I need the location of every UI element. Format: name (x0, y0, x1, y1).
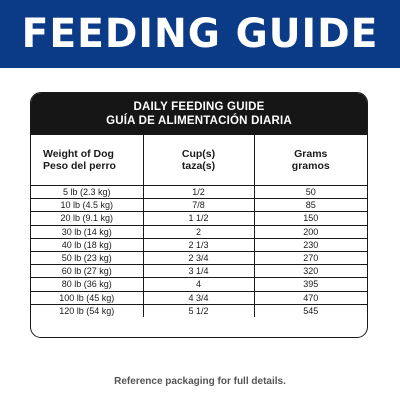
column-header-label: Peso del perro (43, 160, 116, 172)
cups-cell: 4 3/4 (143, 291, 255, 305)
column-header-cups: Cup(s) taza(s) (143, 135, 255, 186)
table-row: 5 lb (2.3 kg) 1/2 50 (31, 185, 367, 200)
column-header-grams: Grams gramos (254, 135, 367, 186)
cups-cell: 4 (143, 277, 255, 292)
feeding-guide-card: DAILY FEEDING GUIDE GUÍA DE ALIMENTACIÓN… (30, 92, 368, 338)
column-header-label: Cup(s) (181, 148, 216, 160)
table-row: 120 lb (54 kg) 5 1/2 545 (31, 304, 367, 317)
cups-cell: 2 1/3 (143, 238, 255, 252)
weight-cell: 40 lb (18 kg) (31, 238, 144, 252)
grams-cell: 50 (254, 185, 367, 200)
card-title-english: DAILY FEEDING GUIDE (133, 101, 265, 113)
table-header-row: Weight of Dog Peso del perro Cup(s) taza… (31, 135, 367, 186)
feeding-table: Weight of Dog Peso del perro Cup(s) taza… (31, 135, 367, 317)
footnote: Reference packaging for full details. (114, 376, 286, 387)
grams-cell: 470 (254, 291, 367, 305)
grams-cell: 270 (254, 251, 367, 266)
grams-cell: 200 (254, 225, 367, 239)
cups-cell: 7/8 (143, 198, 255, 213)
weight-cell: 20 lb (9.1 kg) (31, 211, 144, 226)
weight-cell: 30 lb (14 kg) (31, 225, 144, 239)
weight-cell: 120 lb (54 kg) (31, 304, 144, 317)
column-header-weight: Weight of Dog Peso del perro (31, 135, 144, 186)
weight-cell: 10 lb (4.5 kg) (31, 198, 144, 213)
table-row: 60 lb (27 kg) 3 1/4 320 (31, 264, 367, 279)
cups-cell: 5 1/2 (143, 304, 255, 317)
card-header: DAILY FEEDING GUIDE GUÍA DE ALIMENTACIÓN… (31, 93, 367, 135)
weight-cell: 5 lb (2.3 kg) (31, 185, 144, 200)
table-row: 50 lb (23 kg) 2 3/4 270 (31, 251, 367, 266)
cups-cell: 1/2 (143, 185, 255, 200)
cups-cell: 3 1/4 (143, 264, 255, 279)
page-title: FEEDING GUIDE (21, 11, 379, 57)
grams-cell: 320 (254, 264, 367, 279)
table-row: 100 lb (45 kg) 4 3/4 470 (31, 291, 367, 305)
grams-cell: 85 (254, 198, 367, 213)
column-header-label: taza(s) (181, 160, 216, 172)
card-title-spanish: GUÍA DE ALIMENTACIÓN DIARIA (106, 115, 292, 127)
grams-cell: 395 (254, 277, 367, 292)
column-header-label: Weight of Dog (43, 148, 114, 160)
table-row: 40 lb (18 kg) 2 1/3 230 (31, 238, 367, 252)
grams-cell: 150 (254, 211, 367, 226)
table-row: 80 lb (36 kg) 4 395 (31, 277, 367, 292)
table-row: 10 lb (4.5 kg) 7/8 85 (31, 198, 367, 213)
grams-cell: 230 (254, 238, 367, 252)
cups-cell: 1 1/2 (143, 211, 255, 226)
grams-cell: 545 (303, 305, 319, 316)
header-banner: FEEDING GUIDE (0, 0, 400, 68)
table-row: 30 lb (14 kg) 2 200 (31, 225, 367, 239)
weight-cell: 60 lb (27 kg) (31, 264, 144, 279)
weight-cell: 80 lb (36 kg) (31, 277, 144, 292)
cups-cell: 2 (143, 225, 255, 239)
weight-cell: 100 lb (45 kg) (31, 291, 144, 305)
column-header-label: Grams (294, 148, 328, 160)
cups-cell: 2 3/4 (143, 251, 255, 266)
table-row: 20 lb (9.1 kg) 1 1/2 150 (31, 211, 367, 226)
column-header-label: gramos (291, 160, 330, 172)
weight-cell: 50 lb (23 kg) (31, 251, 144, 266)
